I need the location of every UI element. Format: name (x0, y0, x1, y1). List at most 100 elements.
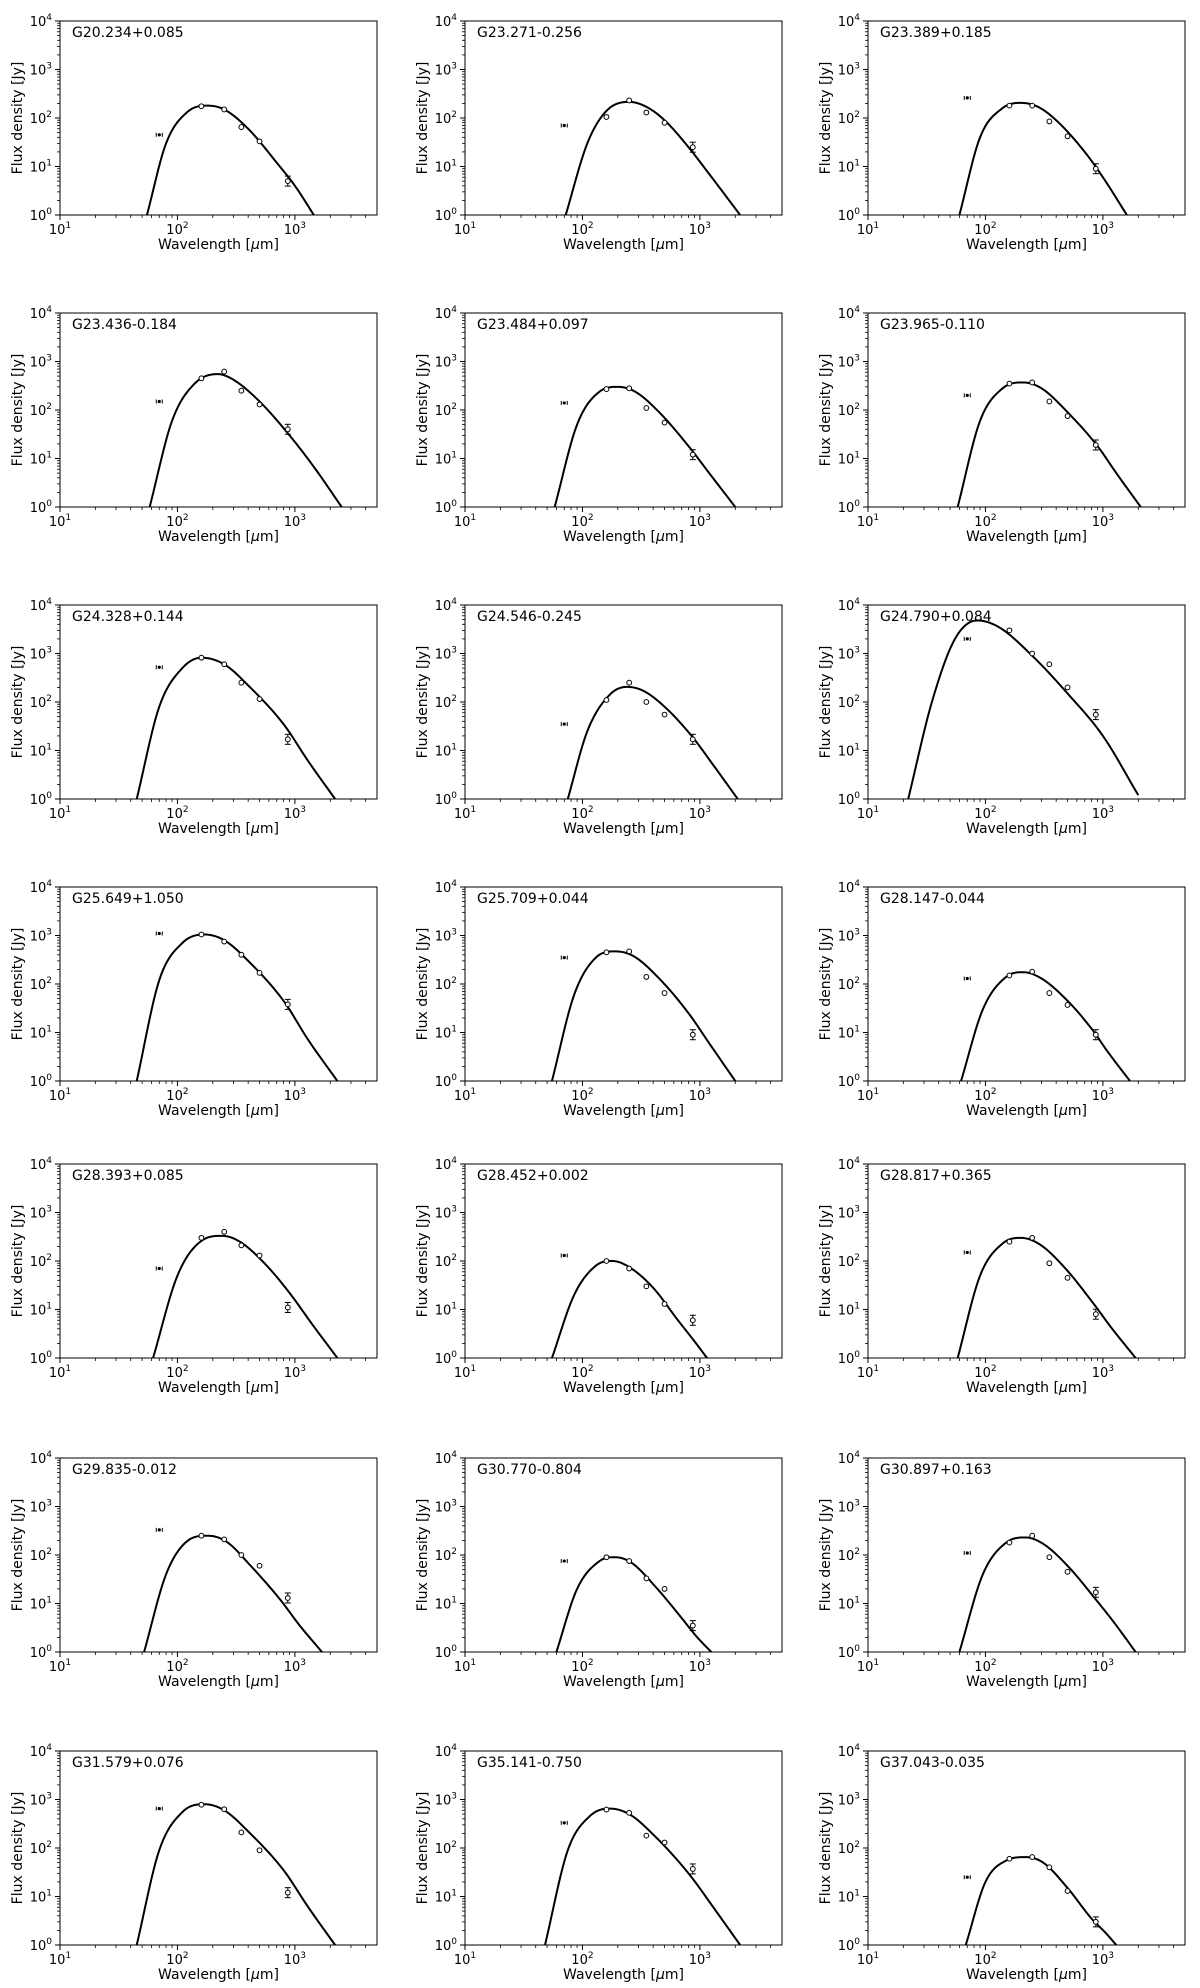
y-tick-label-exp: 1 (46, 1889, 52, 1899)
y-tick-label-exp: 2 (451, 976, 457, 986)
x-tick-label: 101 (857, 1658, 879, 1675)
x-tick-label-exp: 3 (300, 1951, 306, 1961)
y-tick-label-exp: 0 (451, 791, 457, 801)
data-point-70um (562, 956, 566, 960)
y-tick-label-base: 10 (435, 1075, 452, 1090)
y-tick-label: 101 (838, 159, 860, 176)
x-tick-label: 101 (857, 221, 879, 238)
x-tick-label-base: 10 (1092, 807, 1109, 822)
y-axis-label: Flux density [Jy] (818, 1205, 834, 1318)
y-tick-label: 103 (30, 1792, 52, 1809)
y-tick-label-base: 10 (30, 1646, 47, 1661)
y-tick-label: 100 (435, 1350, 458, 1367)
x-axis-label-suffix: m] (260, 1967, 279, 1983)
sed-fit-curve (964, 1856, 1118, 1945)
y-tick-label-exp: 1 (451, 451, 457, 461)
y-tick-label: 104 (30, 305, 53, 322)
x-axis-label-suffix: m] (665, 237, 684, 253)
x-tick-label-base: 10 (974, 1366, 991, 1381)
y-tick-label-exp: 3 (451, 928, 457, 938)
y-tick-label: 102 (30, 1547, 52, 1564)
x-axis-label-prefix: Wavelength [ (966, 1967, 1059, 1983)
sed-fit-curve (135, 1803, 336, 1945)
data-point (689, 1866, 696, 1872)
x-tick-label-exp: 3 (705, 805, 711, 815)
y-tick-label-base: 10 (838, 1158, 855, 1173)
y-tick-label: 103 (435, 1792, 457, 1809)
y-tick-label-base: 10 (435, 793, 452, 808)
y-tick-label-exp: 4 (451, 305, 457, 315)
x-tick-label-base: 10 (284, 807, 301, 822)
y-axis-label: Flux density [Jy] (818, 646, 834, 759)
panel-title: G23.389+0.185 (880, 25, 992, 41)
x-tick-label-exp: 1 (470, 805, 476, 815)
data-point (689, 451, 696, 458)
data-point (238, 1829, 245, 1836)
y-tick-label: 103 (838, 354, 860, 371)
data-point (1006, 1238, 1013, 1245)
y-tick-label-base: 10 (838, 793, 855, 808)
y-tick-label-base: 10 (435, 453, 452, 468)
y-tick-label-base: 10 (838, 745, 855, 760)
y-tick-label-base: 10 (30, 881, 47, 896)
panel-title: G23.436-0.184 (72, 317, 177, 333)
y-tick-label-base: 10 (435, 1255, 452, 1270)
y-tick-label-exp: 4 (854, 1156, 860, 1166)
y-tick-label-base: 10 (838, 64, 855, 79)
y-tick-label-exp: 3 (451, 1792, 457, 1802)
data-point (626, 97, 633, 104)
data-point (221, 368, 228, 375)
y-tick-label-exp: 3 (451, 354, 457, 364)
y-tick-label-exp: 3 (451, 646, 457, 656)
y-tick-label-base: 10 (838, 15, 855, 30)
sed-fit-curve (956, 381, 1142, 507)
x-tick-label-exp: 2 (588, 221, 594, 231)
data-point (1029, 1234, 1036, 1241)
y-tick-label: 104 (838, 1156, 861, 1173)
data-point (1046, 1554, 1053, 1561)
y-tick-label: 100 (838, 1073, 861, 1090)
x-axis-label-prefix: Wavelength [ (158, 821, 251, 837)
x-tick-label: 102 (571, 1087, 593, 1104)
x-tick-label-base: 10 (857, 1366, 874, 1381)
sed-fit-curve (564, 100, 741, 215)
x-tick-label: 103 (689, 1951, 711, 1968)
y-tick-label-exp: 1 (451, 743, 457, 753)
y-tick-label-exp: 2 (46, 110, 52, 120)
x-axis-label-prefix: Wavelength [ (158, 1967, 251, 1983)
x-axis-label-suffix: m] (665, 1103, 684, 1119)
panel-title: G30.770-0.804 (477, 1462, 582, 1478)
panel-title: G28.817+0.365 (880, 1168, 992, 1184)
y-tick-label: 102 (435, 694, 457, 711)
x-axis-label-suffix: m] (260, 1380, 279, 1396)
sed-fit-curve (555, 1556, 713, 1652)
y-tick-label-base: 10 (838, 501, 855, 516)
data-point (1064, 1274, 1071, 1281)
x-tick-label-base: 10 (454, 1660, 471, 1675)
data-point (1092, 711, 1099, 718)
y-tick-label-exp: 1 (451, 1025, 457, 1035)
sed-fit-curve (152, 1234, 339, 1358)
sed-fit-curve (956, 1236, 1137, 1358)
y-axis-label: Flux density [Jy] (415, 62, 431, 175)
y-tick-label-exp: 4 (451, 13, 457, 23)
x-tick-label-base: 10 (49, 223, 66, 238)
y-tick-label: 103 (838, 1205, 860, 1222)
data-point (256, 969, 263, 976)
y-tick-label: 102 (435, 110, 457, 127)
data-point (256, 1847, 263, 1854)
data-point (1092, 1589, 1099, 1596)
data-point-70um (562, 1253, 566, 1258)
x-tick-label: 103 (1092, 805, 1114, 822)
y-tick-label-exp: 4 (46, 305, 52, 315)
x-tick-label-base: 10 (454, 1366, 471, 1381)
data-point (198, 375, 205, 382)
x-axis-label-suffix: m] (1068, 1380, 1087, 1396)
data-point (1029, 1532, 1036, 1539)
data-point (643, 109, 650, 116)
x-tick-label-exp: 2 (991, 1951, 997, 1961)
y-tick-label-exp: 1 (46, 1302, 52, 1312)
